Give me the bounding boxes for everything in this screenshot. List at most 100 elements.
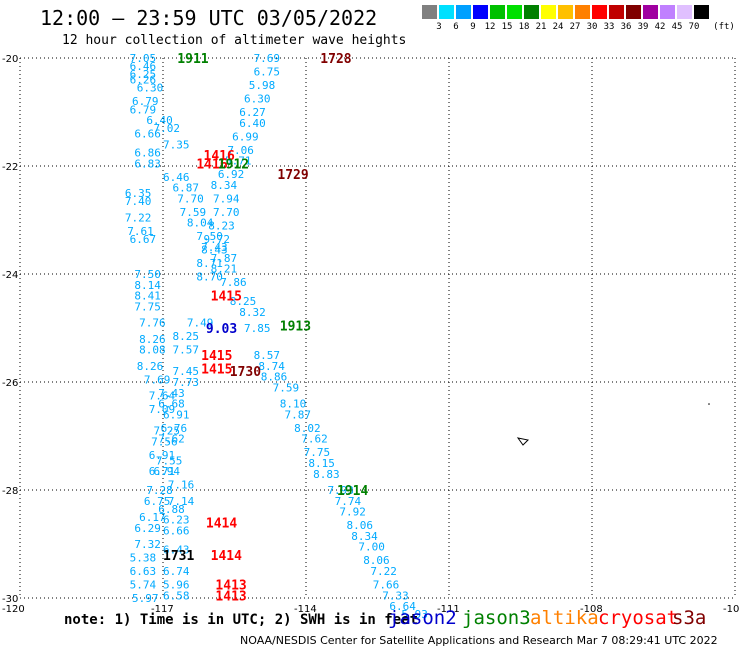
- wave-height-label: 7.93: [327, 484, 354, 497]
- wave-height-label: 7.73: [173, 376, 200, 389]
- lat-tick-label: -26: [2, 378, 18, 389]
- legend-swatch: [473, 5, 488, 19]
- wave-height-label: 7.92: [339, 506, 366, 519]
- wave-height-label: 6.71: [149, 465, 176, 478]
- lat-tick-label: -30: [2, 594, 18, 605]
- wave-height-label: 7.57: [173, 344, 200, 357]
- pass-time-label: 1415: [201, 349, 232, 364]
- wave-height-label: 9.72: [204, 233, 231, 246]
- wave-height-label: 7.94: [213, 192, 240, 205]
- wave-height-label: 7.66: [373, 579, 400, 592]
- wave-height-label: 6.74: [163, 565, 190, 578]
- legend-cryosat: cryosat: [598, 607, 679, 629]
- wave-height-label: 7.87: [285, 408, 312, 421]
- lon-tick-label: -114: [294, 604, 317, 615]
- wave-height-label: 7.62: [301, 433, 328, 446]
- legend-swatch: [439, 5, 454, 19]
- wave-height-label: 7.43: [158, 387, 185, 400]
- wave-height-label: 7.05: [130, 52, 157, 65]
- legend-jason2: jason2: [388, 607, 457, 629]
- wave-height-label: 6.46: [130, 60, 157, 73]
- lat-tick-label: -28: [2, 486, 18, 497]
- legend-swatch: [541, 5, 556, 19]
- wave-height-label: 7.06: [227, 144, 254, 157]
- wave-height-label: 6.99: [232, 130, 259, 143]
- wave-height-label: 7.76: [139, 317, 166, 330]
- wave-height-label: 6.29: [134, 522, 161, 535]
- wave-height-label: 6.68: [158, 398, 185, 411]
- legend-label: 9: [470, 22, 476, 32]
- wave-height-label: 6.40: [146, 114, 173, 127]
- wave-height-label: 8.71: [196, 257, 223, 270]
- legend-swatch: [575, 5, 590, 19]
- legend-swatch: [677, 5, 692, 19]
- wave-height-label: 6.40: [239, 117, 266, 130]
- legend-swatch: [626, 5, 641, 19]
- legend-swatch: [490, 5, 505, 19]
- island-shape: [516, 437, 530, 446]
- wave-height-label: 7.33: [382, 589, 409, 602]
- wave-height-label: 6.86: [134, 147, 161, 160]
- lon-tick-label: -117: [151, 604, 174, 615]
- wave-height-label: 8.15: [308, 457, 335, 470]
- wave-height-label: 5.97: [132, 592, 159, 605]
- wave-height-label: 8.04: [187, 217, 214, 230]
- island-marker: [516, 403, 710, 446]
- wave-height-label: 6.30: [244, 93, 270, 106]
- legend-label: 70: [688, 22, 700, 32]
- wave-height-label: 7.75: [134, 300, 161, 313]
- wave-height-label: 7.75: [304, 446, 331, 459]
- wave-height-label: 7.69: [144, 373, 171, 386]
- pass-time-label: 1415: [211, 290, 242, 305]
- wave-height-label: 6.92: [218, 168, 245, 181]
- wave-height-label: 6.43: [163, 543, 190, 556]
- lon-tick-label: -10: [723, 604, 739, 615]
- pass-time-label: 1729: [277, 168, 308, 183]
- legend-swatch: [558, 5, 573, 19]
- wave-height-label: 7.70: [177, 192, 204, 205]
- wave-height-label: 8.83: [313, 468, 340, 481]
- wave-height-label: 6.46: [163, 171, 190, 184]
- wave-height-label: 8.23: [208, 219, 235, 232]
- legend-label: 27: [569, 22, 581, 32]
- legend-unit: (ft): [713, 22, 735, 32]
- wave-height-label: 7.85: [244, 322, 270, 335]
- credit-footer: NOAA/NESDIS Center for Satellite Applica…: [240, 634, 718, 647]
- wave-height-label: 7.45: [173, 365, 200, 378]
- wave-height-label: 6.30: [137, 82, 164, 95]
- legend-label: 6: [453, 22, 459, 32]
- wave-height-label: 7.02: [153, 122, 180, 135]
- wave-height-label: 8.86: [261, 371, 288, 384]
- wave-height-label: 6.94: [153, 465, 180, 478]
- legend-altika: altika: [530, 607, 599, 629]
- wave-height-label: 8.21: [211, 263, 238, 276]
- wave-height-label: 6.91: [163, 408, 190, 421]
- wave-height-label: 7.22: [125, 211, 152, 224]
- wave-height-label: 6.27: [239, 106, 266, 119]
- map-subtitle: 12 hour collection of altimeter wave hei…: [62, 33, 407, 48]
- wave-height-label: 6.91: [149, 449, 176, 462]
- wave-height-label: 5.74: [130, 579, 157, 592]
- pass-time-label: 1913: [280, 319, 311, 334]
- legend-label: 39: [637, 22, 649, 32]
- wave-height-label: 7.69: [254, 52, 280, 65]
- units-note: note: 1) Time is in UTC; 2) SWH is in fe…: [64, 612, 419, 628]
- legend-label: 21: [535, 22, 547, 32]
- wave-height-label: 8.34: [351, 530, 378, 543]
- pass-time-label: 1911: [177, 52, 208, 67]
- legend-swatch: [609, 5, 624, 19]
- lon-tick-label: -108: [580, 604, 603, 615]
- legend-swatch: [422, 5, 437, 19]
- wave-height-label: 7.14: [168, 495, 195, 508]
- wave-height-label: 7.64: [149, 390, 176, 403]
- wave-height-label: 6.64: [389, 600, 416, 613]
- legend-swatch: [643, 5, 658, 19]
- wave-height-label: 7.43: [201, 241, 228, 254]
- wave-height-label: 8.34: [211, 179, 238, 192]
- wave-height-label: 7.59: [180, 206, 207, 219]
- axis-labels: -20 -22 -24 -26 -28 -30-120 -117 -114 -111 -108 -1…: [2, 54, 739, 615]
- legend-label: 42: [654, 22, 666, 32]
- wave-height-label: 5.96: [163, 579, 190, 592]
- legend-swatch: [592, 5, 607, 19]
